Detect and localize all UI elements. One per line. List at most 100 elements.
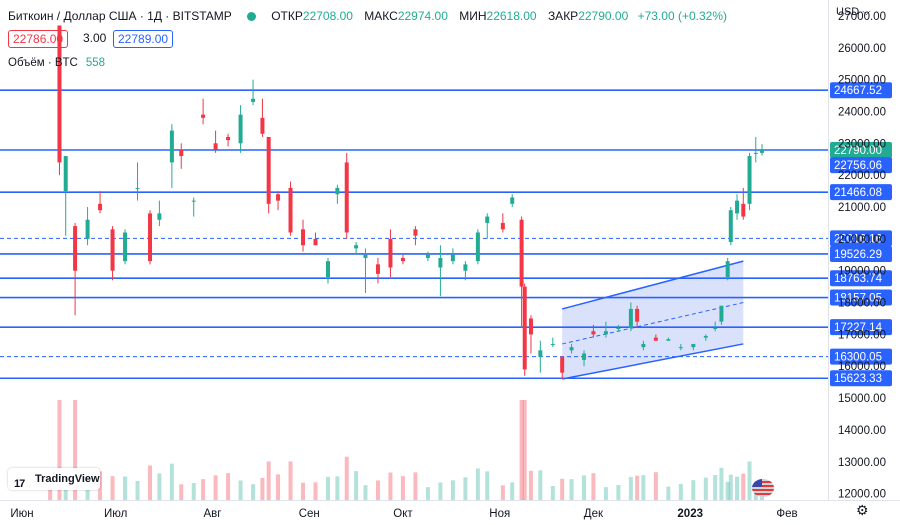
volume-bar [266, 461, 271, 500]
channel-lower-line [562, 343, 744, 380]
volume-bar [73, 400, 78, 500]
level-price-label: 18157.05 [834, 293, 882, 305]
change-value: +73.00 (+0.32%) [637, 9, 727, 23]
time-axis[interactable]: Июн Июл Авг Сен Окт Ноя Дек 2023 Фев [10, 508, 797, 520]
volume-bar [335, 476, 340, 500]
candle-body [735, 200, 740, 214]
market-status-icon [246, 12, 256, 21]
buy-price[interactable]: 22789.00 [113, 30, 174, 48]
gear-icon[interactable]: ⚙ [856, 502, 869, 518]
volume-bar [354, 471, 359, 500]
candle-body [169, 130, 174, 163]
candle-body [591, 331, 596, 335]
candle-body [388, 238, 393, 268]
candle-body [616, 328, 621, 330]
level-price-label: 20016.16 [834, 233, 882, 245]
level-price-badge [830, 370, 892, 387]
volume-bar [678, 484, 683, 500]
volume-bar [510, 482, 515, 500]
candle-body [463, 264, 468, 271]
candle-body [725, 261, 730, 278]
volume-bars [48, 400, 765, 500]
volume-bar [747, 461, 752, 500]
volume-bar [413, 472, 418, 500]
candle-body [363, 254, 368, 258]
level-price-badge [830, 270, 892, 287]
us-flag-icon[interactable] [752, 479, 774, 497]
candle-body [98, 203, 103, 211]
volume-bar [438, 482, 443, 500]
candle-body [528, 318, 533, 335]
volume-bar [475, 468, 480, 500]
candle-body [191, 200, 196, 202]
level-price-label: 24667.52 [834, 85, 882, 97]
time-tick-label: 2023 [677, 508, 703, 520]
level-price-badge [830, 319, 892, 336]
candle-body [326, 261, 330, 278]
price-channel[interactable] [561, 260, 744, 380]
candle-body [747, 156, 752, 204]
volume-bar [169, 463, 174, 500]
volume-bar [603, 487, 608, 500]
candle-body [335, 187, 340, 195]
candle-body [313, 238, 318, 246]
volume-bar [725, 481, 730, 500]
level-price-badge [830, 82, 892, 99]
candle-body [560, 356, 565, 373]
volume-label[interactable]: Объём · BTC [8, 57, 78, 69]
symbol-title[interactable]: Биткоин / Доллар США · 1Д · BITSTAMP [8, 9, 232, 23]
price-tick-label: 26000.00 [838, 43, 886, 55]
symbol-header: Биткоин / Доллар США · 1Д · BITSTAMP ОТК… [8, 9, 727, 23]
candle-body [201, 114, 206, 118]
candle-body [288, 187, 293, 233]
candle-body [485, 216, 490, 223]
volume-bar [519, 400, 524, 500]
candle-body [510, 197, 515, 204]
chevron-down-icon: ⌵ [862, 6, 871, 18]
price-tick-label: 12000.00 [838, 489, 886, 501]
candle-body [635, 308, 640, 322]
price-axis[interactable]: 12000.00 13000.00 14000.00 15000.00 16000.00… [838, 11, 886, 501]
level-price-badge [830, 230, 892, 247]
time-tick-label: Июн [10, 508, 33, 520]
candle-body [628, 308, 633, 329]
time-tick-label: Сен [299, 508, 320, 520]
currency-selector[interactable]: USD ⌵ [836, 6, 871, 19]
volume-bar [569, 479, 574, 500]
candle-body [135, 187, 140, 189]
volume-bar [735, 476, 740, 500]
volume-bar [157, 473, 162, 500]
candle-body [569, 347, 574, 351]
logo-mark: 17 [14, 478, 25, 490]
candle-body [582, 353, 587, 360]
channel-mid-line [562, 302, 744, 345]
volume-bar [400, 476, 405, 500]
currency-label: USD [836, 6, 860, 18]
close-label: ЗАКР [547, 9, 579, 23]
channel-upper-line [561, 260, 744, 310]
candle-body [500, 222, 505, 230]
volume-bar [260, 477, 265, 500]
candle-body [653, 337, 658, 341]
price-tick-label: 22000.00 [838, 170, 886, 182]
volume-value: 558 [85, 57, 106, 69]
price-tick-label: 14000.00 [838, 425, 886, 437]
time-tick-label: Окт [393, 508, 413, 520]
price-tick-label: 17000.00 [838, 329, 886, 341]
tradingview-logo[interactable]: 17 TradingView [8, 468, 100, 490]
horizontal-levels[interactable]: 24667.52 22790.00 21466.08 20016.16 19526.29… [0, 82, 892, 387]
volume-bar [528, 470, 533, 500]
candle-body [251, 98, 256, 102]
level-price-label: 18763.74 [834, 273, 883, 285]
volume-bar [425, 487, 430, 500]
volume-bar [485, 471, 490, 500]
candle-body [519, 219, 524, 287]
time-tick-label: Ноя [489, 508, 510, 520]
candle-body [760, 150, 765, 153]
volume-bar [191, 483, 196, 500]
candle-body [400, 257, 405, 262]
candles[interactable] [48, 0, 765, 379]
sell-price[interactable]: 22786.00 [8, 30, 69, 48]
level-price-label: 16300.05 [834, 352, 882, 364]
